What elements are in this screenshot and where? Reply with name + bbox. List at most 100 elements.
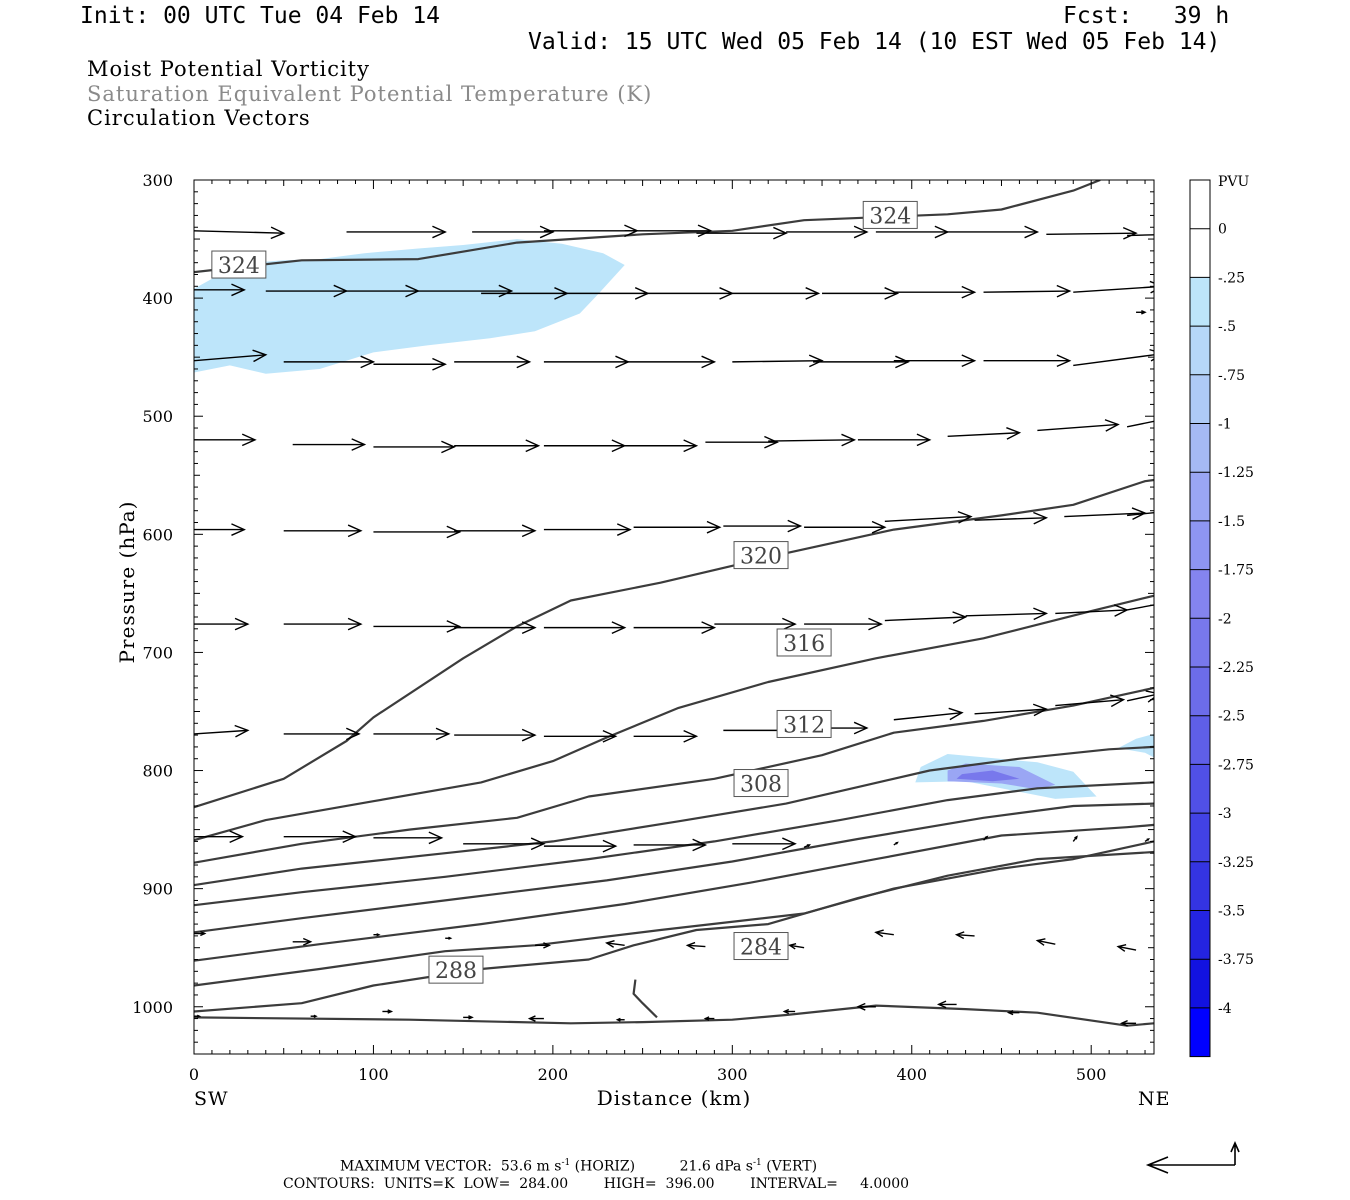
colorbar-label: -1.75 <box>1218 563 1254 579</box>
vector-head <box>703 1016 710 1021</box>
circulation-vector <box>633 520 722 534</box>
y-axis-title: Pressure (hPa) <box>115 501 139 664</box>
circulation-vector <box>703 1016 715 1021</box>
vector-head <box>916 433 932 447</box>
circulation-vector <box>373 357 447 371</box>
contour-label-text: 308 <box>740 773 782 798</box>
vector-shaft <box>893 711 963 721</box>
max-vector-vert: 21.6 dPa s <box>679 1158 753 1175</box>
circulation-vector <box>472 225 555 239</box>
vector-shaft <box>1126 420 1154 428</box>
vector-head <box>957 510 973 524</box>
circulation-vector <box>1126 420 1154 428</box>
vector-head <box>196 1014 202 1018</box>
vector-head <box>782 837 797 851</box>
circulation-vector <box>1127 511 1154 517</box>
contour-label: 308 <box>733 769 789 798</box>
vector-shaft <box>875 931 894 936</box>
vector-head <box>521 621 537 634</box>
vector-shaft <box>983 290 1070 293</box>
colorbar-swatch <box>1190 715 1210 765</box>
circulation-vector <box>685 941 706 950</box>
vector-head <box>773 226 788 240</box>
vector-head <box>895 841 899 845</box>
vector-shaft <box>194 354 266 362</box>
vector-head <box>788 943 797 950</box>
circulation-vector <box>543 439 627 453</box>
max-vector-label: MAXIMUM VECTOR: <box>340 1158 492 1175</box>
contour-label-layer: 324 324 320 316 312 308 284 288 <box>211 200 918 984</box>
colorbar-swatch <box>1190 180 1210 229</box>
circulation-vector <box>534 942 552 949</box>
circulation-vector <box>1037 419 1120 432</box>
circulation-vector <box>373 620 462 633</box>
colorbar-label: -3.5 <box>1218 904 1245 920</box>
theta-es-contour-11 <box>632 979 658 1019</box>
colorbar: PVU 0 -.25 -.5 -.75 -1 -1.25 -1.5 -1.75 -2 -2.25 -2… <box>1189 174 1254 1058</box>
vector-head <box>441 440 456 454</box>
circulation-vector <box>194 226 286 240</box>
vector-shaft <box>1037 423 1119 432</box>
y-tick-label: 300 <box>142 171 173 190</box>
colorbar-label: -4 <box>1218 1001 1232 1017</box>
circulation-vector <box>788 943 805 950</box>
y-tick-label: 400 <box>142 289 173 308</box>
colorbar-label: -2.5 <box>1218 709 1245 725</box>
vector-head <box>347 617 363 631</box>
vector-head <box>683 439 699 453</box>
vector-shaft <box>1037 939 1056 945</box>
vector-head <box>853 225 869 239</box>
vector-head <box>874 929 884 938</box>
circulation-vector <box>454 439 541 453</box>
vector-head <box>611 621 627 634</box>
y-tick-label: 500 <box>142 407 173 426</box>
circulation-vector <box>983 284 1072 298</box>
vector-head <box>234 724 250 738</box>
reference-vector-icon <box>1145 1141 1240 1174</box>
vector-head <box>764 435 779 449</box>
vector-head <box>1146 838 1151 842</box>
x-axis-title: Distance (km) <box>597 1086 752 1110</box>
colorbar-label: 0 <box>1218 222 1227 238</box>
circulation-vector <box>373 831 444 845</box>
circulation-vector <box>373 727 451 741</box>
vector-head <box>782 1008 790 1015</box>
circulation-vector <box>884 510 973 524</box>
vector-head <box>446 525 462 539</box>
circulation-vector <box>543 523 632 536</box>
vector-shaft <box>1126 694 1154 702</box>
vector-shaft <box>965 612 1047 617</box>
vector-head <box>347 524 363 538</box>
colorbar-swatch <box>1190 569 1210 619</box>
vector-head <box>432 225 447 239</box>
vector-head <box>376 933 381 937</box>
circulation-vector <box>373 440 456 454</box>
vector-shaft <box>884 616 966 622</box>
forecast-hour: Fcst: 39 h <box>1063 3 1230 29</box>
vector-head <box>602 839 618 853</box>
circulation-vector <box>804 520 887 534</box>
vector-head <box>435 727 451 741</box>
colorbar-swatch <box>1190 959 1210 1008</box>
circulation-vector <box>283 727 361 741</box>
vector-head <box>498 284 514 298</box>
contour-label-text: 324 <box>218 254 260 279</box>
circulation-vector <box>1116 944 1137 952</box>
vector-shaft <box>768 439 855 442</box>
vector-head <box>602 729 618 743</box>
circulation-vector <box>1136 309 1147 315</box>
title-theta-es: Saturation Equivalent Potential Temperat… <box>87 82 653 106</box>
colorbar-label: -1.25 <box>1218 465 1254 481</box>
circulation-vector <box>782 1008 796 1015</box>
vector-head <box>952 611 968 624</box>
vector-head <box>539 225 555 239</box>
vector-head <box>1119 1020 1128 1027</box>
theta-es-contour-1 <box>194 478 1154 809</box>
colorbar-label: -.75 <box>1218 368 1245 384</box>
circulation-vector <box>803 844 812 848</box>
circulation-vector <box>543 621 627 634</box>
contour-label-text: 288 <box>435 959 477 984</box>
vector-head <box>231 283 246 297</box>
pv-region-4 <box>1118 733 1154 758</box>
